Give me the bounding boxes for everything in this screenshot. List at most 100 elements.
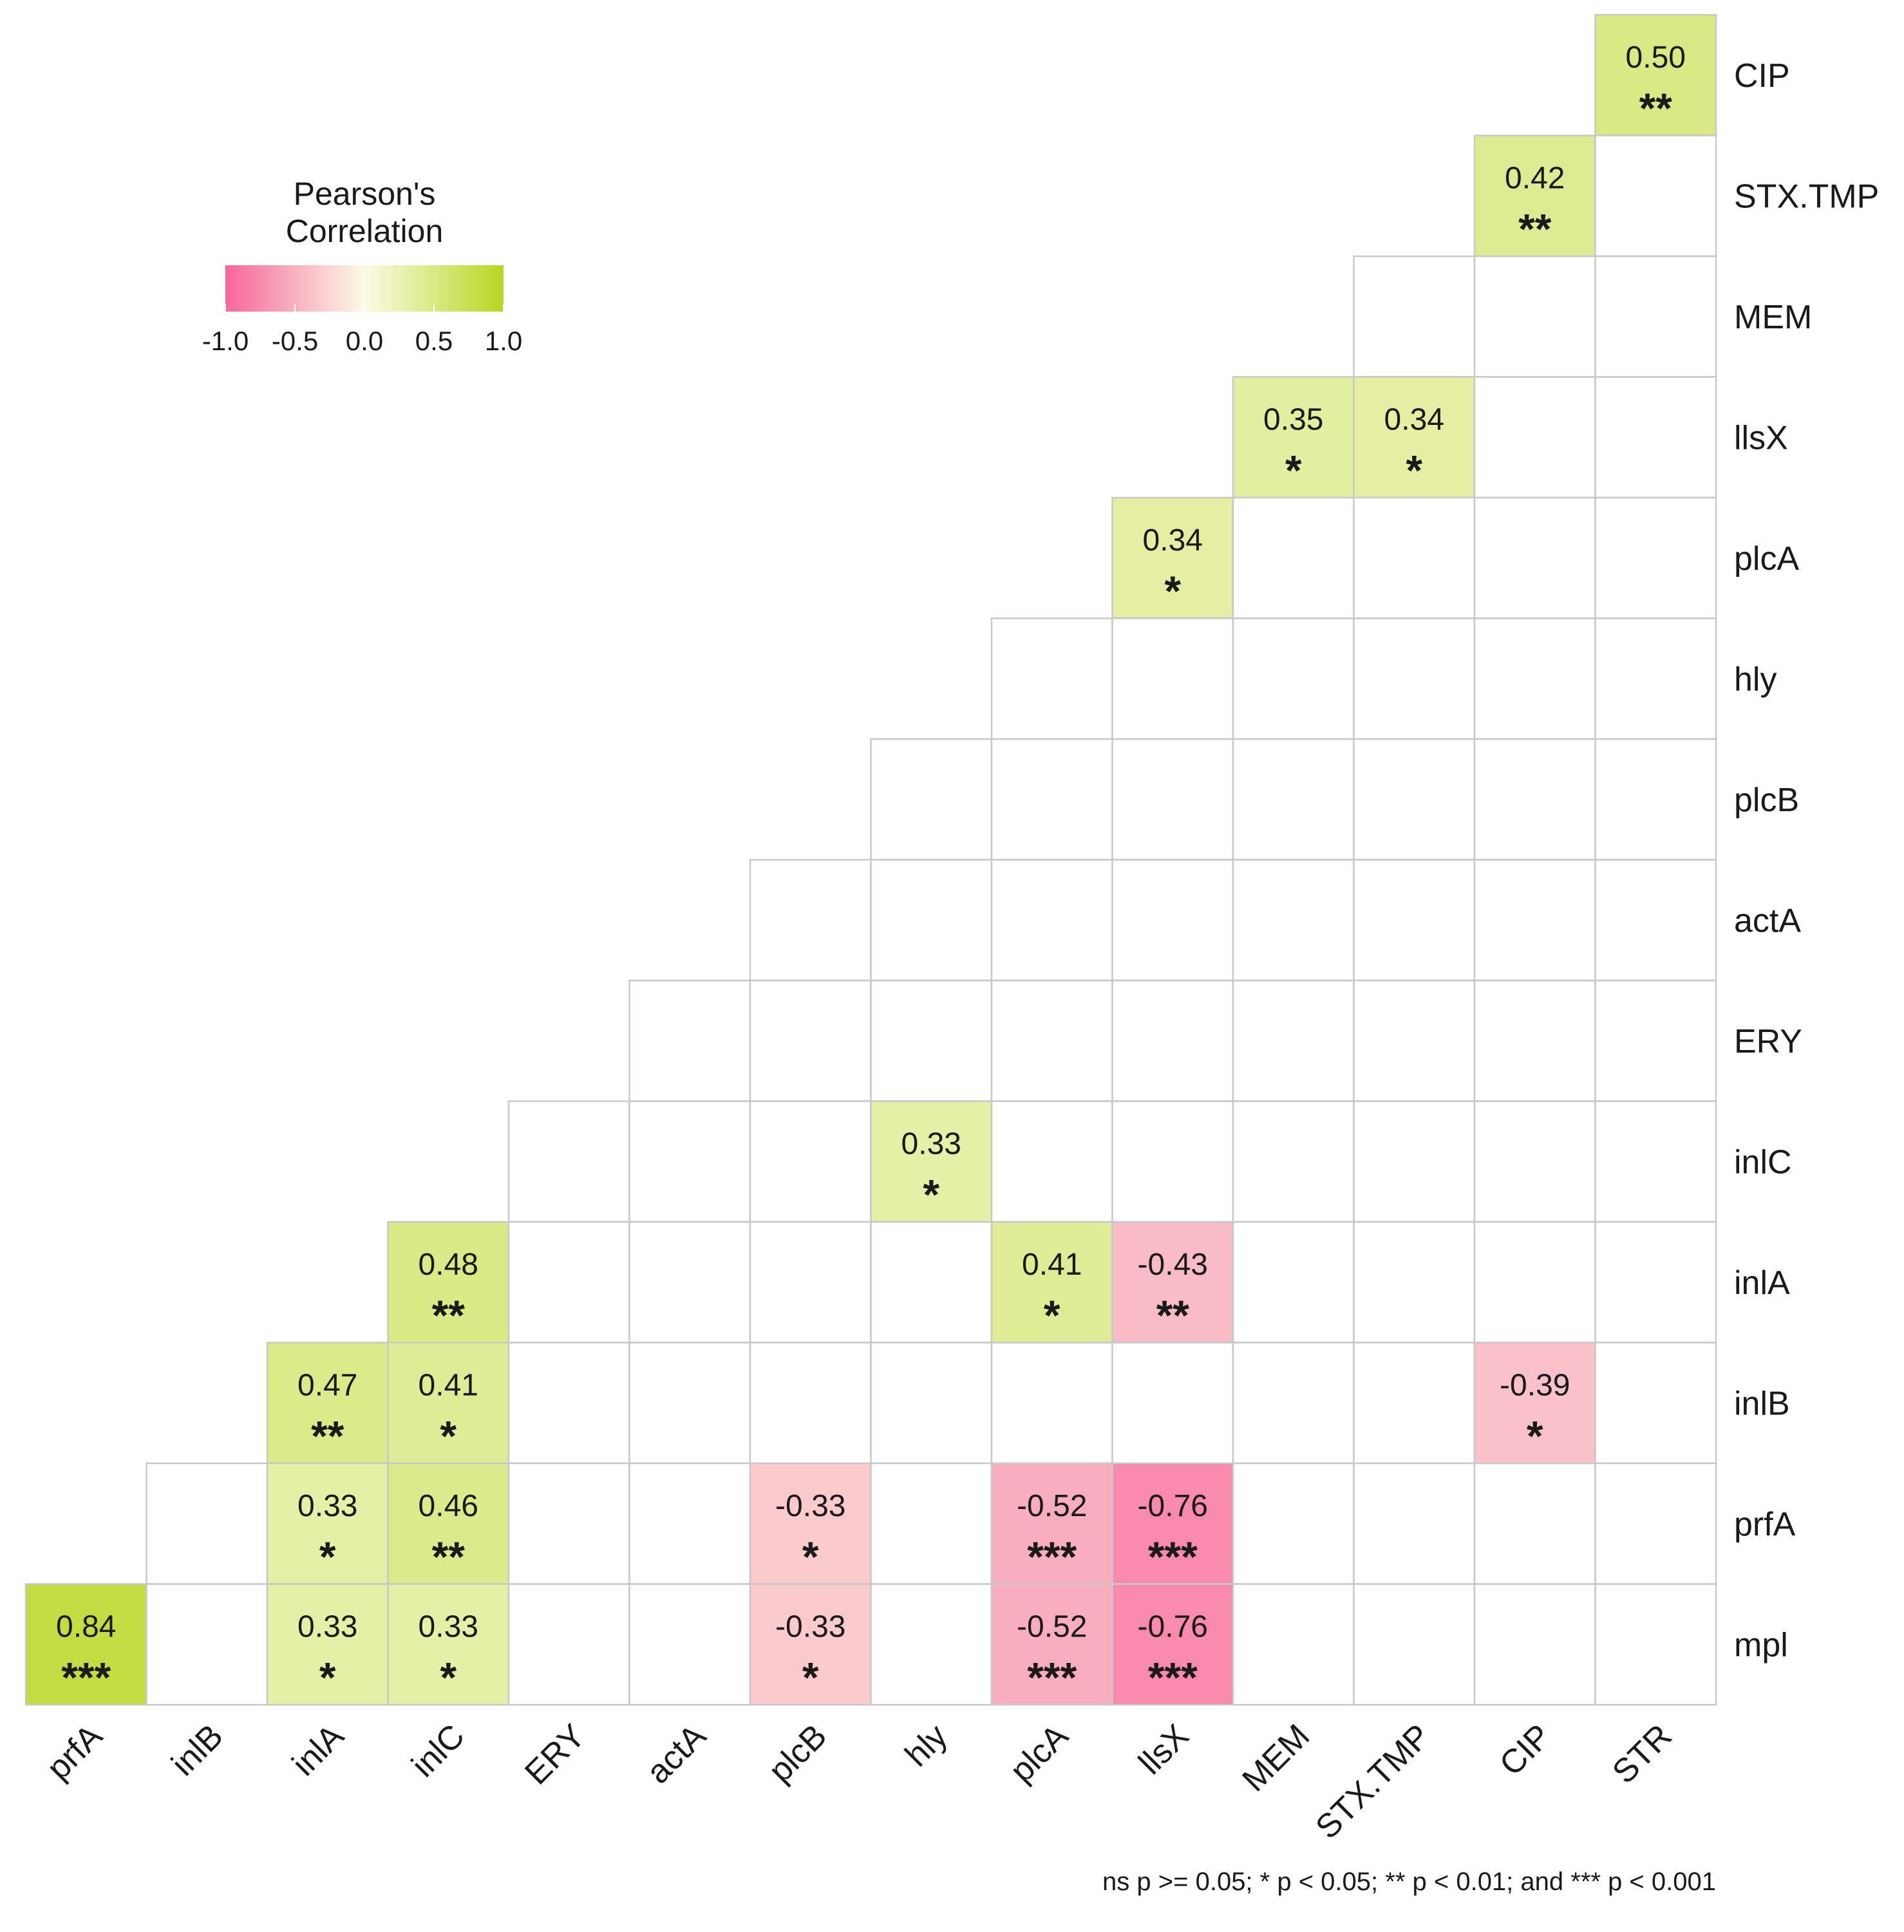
heatmap-cell-empty	[1594, 1100, 1717, 1223]
column-label-STX.TMP: STX.TMP	[1308, 1717, 1437, 1846]
heatmap-cell-empty	[1594, 1583, 1717, 1706]
cell-value-inlB-inlC: 0.41	[419, 1369, 478, 1403]
row-label-ERY: ERY	[1734, 1023, 1802, 1060]
cell-significance-prfA-plcA: ***	[1027, 1533, 1077, 1580]
cell-value-mpl-plcA: -0.52	[1017, 1610, 1087, 1644]
legend-tick-label: 0.0	[346, 326, 383, 356]
cell-value-prfA-inlA: 0.33	[297, 1489, 357, 1523]
cell-value-mpl-plcB: -0.33	[775, 1610, 845, 1644]
heatmap-cell-prfA-inlA	[266, 1462, 389, 1585]
column-labels: prfA inlB inlA inlC ERY actA plcB hly plcA llsX ME…	[40, 1717, 1679, 1846]
heatmap-cell-empty	[870, 738, 993, 861]
column-label-CIP: CIP	[1493, 1717, 1558, 1783]
row-label-plcB: plcB	[1734, 782, 1799, 819]
column-label-inlC: inlC	[404, 1717, 471, 1784]
heatmap-cell-empty	[1594, 979, 1717, 1102]
cell-value-mpl-llsX: -0.76	[1138, 1610, 1208, 1644]
column-label-plcB: plcB	[762, 1717, 834, 1790]
heatmap-cell-empty	[870, 1221, 993, 1344]
cell-value-prfA-llsX: -0.76	[1138, 1489, 1208, 1523]
column-label-inlB: inlB	[164, 1717, 230, 1783]
heatmap-cell-empty	[1353, 1221, 1476, 1344]
heatmap-cell-empty	[1111, 617, 1234, 740]
row-label-MEM: MEM	[1734, 299, 1812, 336]
heatmap-cell-empty	[1473, 1462, 1596, 1585]
legend-title-line-2: Correlation	[286, 213, 444, 249]
heatmap-cell-empty	[628, 1342, 751, 1465]
row-label-CIP: CIP	[1734, 57, 1790, 95]
row-label-prfA: prfA	[1734, 1506, 1796, 1543]
heatmap-cell-empty	[1353, 738, 1476, 861]
cell-significance-inlB-inlA: **	[311, 1412, 344, 1460]
heatmap-cell-inlA-llsX	[1111, 1221, 1234, 1344]
heatmap-cell-empty	[990, 1100, 1113, 1223]
heatmap-cell-llsX-STX.TMP	[1353, 376, 1476, 499]
heatmap-cell-empty	[1111, 738, 1234, 861]
cell-significance-mpl-prfA: ***	[61, 1654, 111, 1702]
heatmap-cell-empty	[1353, 1462, 1476, 1585]
cell-value-inlB-inlA: 0.47	[297, 1369, 357, 1403]
legend-ticks: -1.0 -0.5 0.0 0.5 1.0	[202, 304, 522, 356]
heatmap-cell-empty	[1232, 496, 1355, 619]
heatmap-cell-prfA-plcB	[749, 1462, 872, 1585]
column-label-STR: STR	[1605, 1717, 1679, 1791]
legend-tick-label: -1.0	[202, 326, 249, 356]
heatmap-cell-empty	[749, 979, 872, 1102]
row-label-mpl: mpl	[1734, 1626, 1788, 1664]
heatmap-cell-empty	[1594, 1462, 1717, 1585]
heatmap-cell-empty	[1594, 376, 1717, 499]
column-label-plcA: plcA	[1003, 1717, 1076, 1790]
heatmap-cell-llsX-MEM	[1232, 376, 1355, 499]
legend: Pearson's Correlation -1.0 -0.5 0.0 0.5 1.0	[202, 176, 522, 356]
column-label-ERY: ERY	[518, 1717, 592, 1792]
row-label-hly: hly	[1734, 661, 1777, 698]
heatmap-cell-empty	[870, 1342, 993, 1465]
cell-significance-inlB-CIP: *	[1527, 1412, 1543, 1460]
heatmap-cell-mpl-inlA	[266, 1583, 389, 1706]
cell-significance-mpl-llsX: ***	[1148, 1654, 1198, 1702]
heatmap-cell-empty	[990, 738, 1113, 861]
heatmap-cell-mpl-plcA	[990, 1583, 1113, 1706]
heatmap-cell-labels: 0.50**0.42**0.35*0.34*0.34*0.33*0.48**0.…	[56, 41, 1686, 1702]
heatmap-cell-empty	[1353, 255, 1476, 378]
significance-footnote: ns p >= 0.05; * p < 0.05; ** p < 0.01; a…	[1102, 1868, 1716, 1896]
cell-value-llsX-MEM: 0.35	[1263, 403, 1323, 437]
heatmap-cell-empty	[1473, 859, 1596, 982]
heatmap-cell-inlB-inlA	[266, 1342, 389, 1465]
heatmap-cell-empty	[628, 1583, 751, 1706]
heatmap-cell-empty	[1232, 979, 1355, 1102]
heatmap-cell-empty	[507, 1221, 630, 1344]
heatmap-cell-empty	[1473, 1100, 1596, 1223]
column-label-llsX: llsX	[1131, 1717, 1196, 1781]
heatmap-cell-empty	[1594, 496, 1717, 619]
heatmap-cell-inlC-hly	[870, 1100, 993, 1223]
heatmap-cells	[24, 14, 1717, 1706]
cell-significance-plcA-llsX: *	[1164, 567, 1181, 615]
heatmap-cell-prfA-llsX	[1111, 1462, 1234, 1585]
cell-significance-inlA-llsX: **	[1156, 1291, 1190, 1339]
column-label-prfA: prfA	[40, 1717, 110, 1787]
heatmap-cell-empty	[146, 1462, 269, 1585]
cell-significance-inlC-hly: *	[923, 1171, 939, 1219]
heatmap-cell-empty	[1473, 376, 1596, 499]
heatmap-cell-mpl-llsX	[1111, 1583, 1234, 1706]
heatmap-cell-CIP-STR	[1594, 14, 1717, 136]
heatmap-cell-empty	[1473, 496, 1596, 619]
heatmap-cell-mpl-plcB	[749, 1583, 872, 1706]
heatmap-cell-inlB-inlC	[387, 1342, 510, 1465]
heatmap-cell-empty	[1232, 1583, 1355, 1706]
heatmap-cell-empty	[507, 1462, 630, 1585]
row-label-plcA: plcA	[1734, 540, 1799, 577]
heatmap-cell-prfA-plcA	[990, 1462, 1113, 1585]
row-label-STX.TMP: STX.TMP	[1734, 178, 1879, 215]
row-labels: CIP STX.TMP MEM llsX plcA hly plcB actA ERY inlC i…	[1734, 57, 1879, 1664]
heatmap-cell-empty	[749, 1221, 872, 1344]
heatmap-cell-empty	[870, 979, 993, 1102]
cell-value-prfA-plcA: -0.52	[1017, 1489, 1087, 1523]
cell-significance-prfA-inlA: *	[319, 1533, 336, 1580]
heatmap-cell-mpl-prfA	[24, 1583, 147, 1706]
heatmap-cell-empty	[1473, 1583, 1596, 1706]
column-label-MEM: MEM	[1235, 1717, 1317, 1799]
cell-value-inlC-hly: 0.33	[901, 1127, 961, 1161]
heatmap-cell-empty	[1353, 496, 1476, 619]
